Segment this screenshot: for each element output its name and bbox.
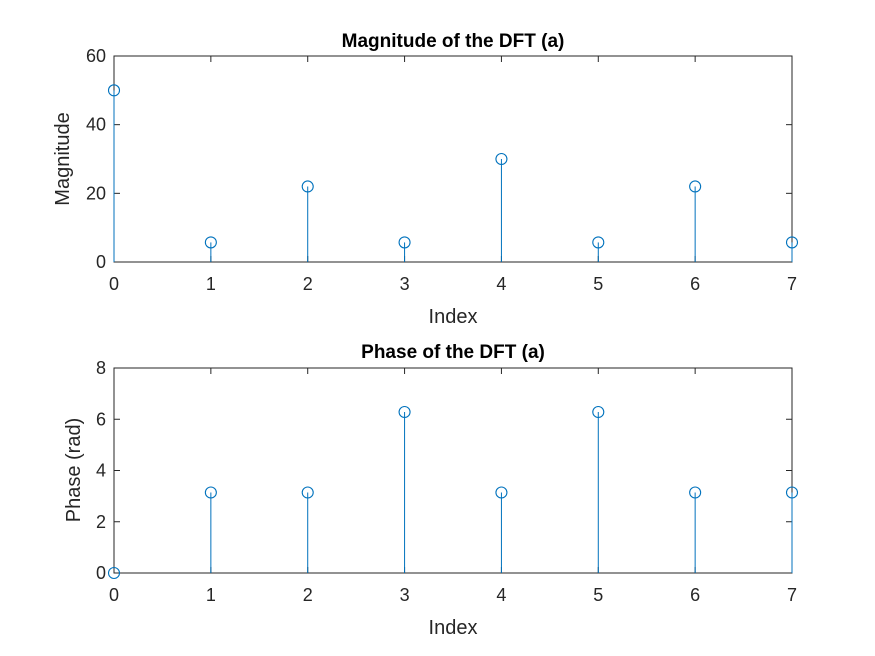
magnitude-plot-axes-box [113, 55, 793, 263]
phase-plot-xtick-label: 3 [400, 585, 410, 605]
phase-plot-stem-marker [689, 486, 702, 499]
phase-plot-ytick-label: 4 [96, 461, 106, 481]
phase-plot-xlabel: Index [429, 617, 478, 639]
magnitude-plot-xtick-label: 0 [109, 274, 119, 294]
magnitude-plot-stem-marker [592, 236, 605, 249]
magnitude-plot-xtick-label: 1 [206, 274, 216, 294]
magnitude-plot-xtick-label: 3 [400, 274, 410, 294]
magnitude-plot-stem-marker [398, 236, 411, 249]
phase-plot-xtick-label: 0 [109, 585, 119, 605]
magnitude-plot: Magnitude of the DFT (a) Index Magnitude… [52, 31, 799, 328]
magnitude-plot-stem-marker [204, 236, 217, 249]
magnitude-plot-ylabel: Magnitude [52, 112, 74, 205]
magnitude-plot-xtick-label: 5 [593, 274, 603, 294]
phase-plot: Phase of the DFT (a) Index Phase (rad) 0… [63, 342, 799, 639]
phase-plot-ylabel: Phase (rad) [63, 418, 85, 523]
magnitude-plot-stem-marker [495, 152, 508, 166]
magnitude-plot-ytick-label: 40 [86, 115, 106, 135]
phase-plot-stem-marker [204, 486, 217, 499]
phase-plot-xtick-label: 7 [787, 585, 797, 605]
magnitude-plot-title: Magnitude of the DFT (a) [342, 31, 565, 52]
phase-plot-xtick-label: 4 [496, 585, 506, 605]
magnitude-plot-ytick-label: 60 [86, 46, 106, 66]
phase-plot-xtick-label: 6 [690, 585, 700, 605]
phase-plot-stem-marker [785, 486, 799, 499]
magnitude-plot-xtick-label: 6 [690, 274, 700, 294]
phase-plot-stem-marker [107, 566, 121, 580]
magnitude-plot-ytick-label: 0 [96, 252, 106, 272]
phase-plot-xtick-label: 2 [303, 585, 313, 605]
magnitude-plot-stem-marker [785, 236, 799, 249]
magnitude-plot-xtick-label: 2 [303, 274, 313, 294]
phase-plot-ytick-label: 8 [96, 358, 106, 378]
magnitude-plot-stem-marker [689, 180, 702, 193]
phase-plot-ytick-label: 0 [96, 563, 106, 583]
magnitude-plot-stem-marker [107, 84, 121, 97]
phase-plot-stem-marker [398, 405, 411, 419]
magnitude-plot-xtick-label: 7 [787, 274, 797, 294]
magnitude-plot-xtick-label: 4 [496, 274, 506, 294]
phase-plot-stem-marker [592, 405, 605, 419]
magnitude-plot-stem-marker [301, 180, 314, 193]
phase-plot-xtick-label: 5 [593, 585, 603, 605]
magnitude-plot-ytick-label: 20 [86, 183, 106, 203]
phase-plot-stem-marker [495, 486, 508, 499]
phase-plot-ytick-label: 2 [96, 512, 106, 532]
phase-plot-ytick-label: 6 [96, 409, 106, 429]
phase-plot-title: Phase of the DFT (a) [361, 342, 545, 363]
phase-plot-stem-marker [301, 486, 314, 499]
magnitude-plot-xlabel: Index [429, 306, 478, 328]
phase-plot-axes-box [113, 367, 793, 574]
phase-plot-xtick-label: 1 [206, 585, 216, 605]
